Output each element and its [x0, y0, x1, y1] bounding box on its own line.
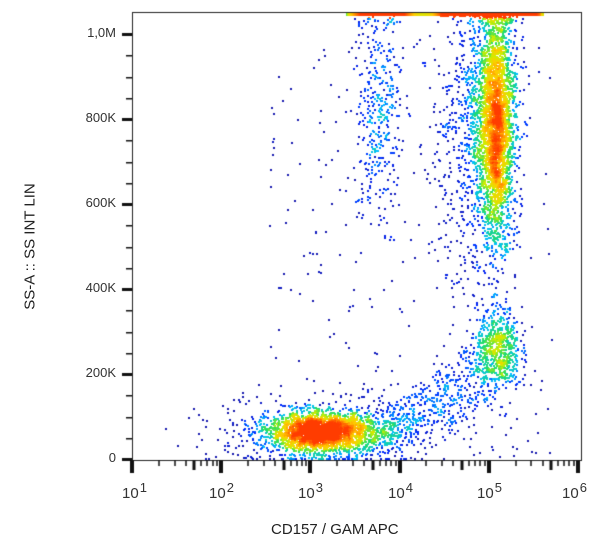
y-tick-label: 1,0M — [87, 25, 116, 40]
y-axis-title: SS-A :: SS INT LIN — [21, 183, 39, 310]
x-tick-label: 102 — [209, 480, 234, 502]
x-tick-label: 103 — [298, 480, 323, 502]
x-tick-label: 104 — [388, 480, 413, 502]
x-axis-title: CD157 / GAM APC — [271, 521, 399, 538]
x-tick-label: 106 — [562, 480, 587, 502]
y-tick-label: 400K — [85, 280, 116, 295]
x-tick-label: 101 — [122, 480, 147, 502]
x-tick-label: 105 — [477, 480, 502, 502]
y-tick-label: 0 — [108, 450, 116, 465]
y-tick-label: 200K — [85, 365, 116, 380]
y-tick-label: 800K — [85, 110, 116, 125]
y-tick-label: 600K — [85, 195, 116, 210]
